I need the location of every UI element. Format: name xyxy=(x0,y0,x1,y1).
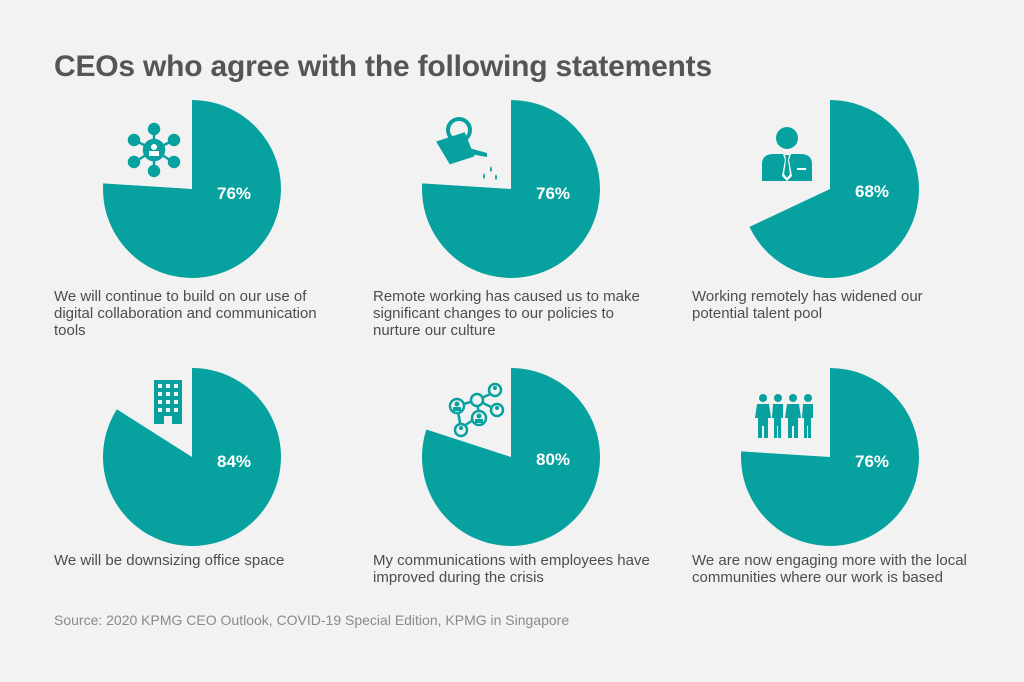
statement-label-5: My communications with employees have im… xyxy=(373,552,650,586)
pie-chart-6 xyxy=(741,368,920,546)
watering-can-icon xyxy=(436,117,497,180)
statement-label-4: We will be downsizing office space xyxy=(54,552,285,569)
pie-slice-4 xyxy=(102,368,281,546)
statement-label-1: We will continue to build on our use of … xyxy=(54,288,317,339)
source-note: Source: 2020 KPMG CEO Outlook, COVID-19 … xyxy=(54,612,570,628)
pie-panel-5: 80% My communications with employees hav… xyxy=(373,366,693,606)
chart-title: CEOs who agree with the following statem… xyxy=(54,50,712,83)
pie-value-label-1: 76% xyxy=(216,184,252,203)
network-people-icon xyxy=(127,122,181,178)
pie-value-label-3: 68% xyxy=(854,182,890,201)
pie-panel-2: 76% Remote working has caused us to make… xyxy=(373,98,693,339)
pie-chart-3 xyxy=(749,100,920,278)
pie-slice-3 xyxy=(749,100,920,278)
pie-value-label-2: 76% xyxy=(535,184,571,203)
community-people-icon xyxy=(755,394,813,438)
pie-chart-2 xyxy=(422,100,601,278)
statement-label-6: We are now engaging more with the local … xyxy=(692,552,967,586)
statement-label-3: Working remotely has widened our potenti… xyxy=(692,288,923,322)
pie-slice-2 xyxy=(422,100,601,278)
pie-slice-6 xyxy=(741,368,920,546)
pie-panel-6: 76% We are now engaging more with the lo… xyxy=(692,366,1012,606)
pie-panel-4: 84% We will be downsizing office space xyxy=(54,366,374,606)
connected-people-icon xyxy=(448,382,505,438)
businessman-icon xyxy=(762,127,812,181)
pie-chart-1 xyxy=(103,100,282,278)
pie-slice-1 xyxy=(103,100,282,278)
pie-value-label-4: 84% xyxy=(216,452,252,471)
pie-chart-4 xyxy=(102,368,281,546)
pie-chart-5 xyxy=(422,368,601,546)
pie-value-label-6: 76% xyxy=(854,452,890,471)
statement-label-2: Remote working has caused us to make sig… xyxy=(373,288,640,339)
pie-panel-1: 76% We will continue to build on our use… xyxy=(54,98,374,339)
office-building-icon xyxy=(154,380,182,424)
pie-slice-5 xyxy=(422,368,601,546)
pie-value-label-5: 80% xyxy=(535,450,571,469)
pie-panel-3: 68% Working remotely has widened our pot… xyxy=(692,98,1012,338)
